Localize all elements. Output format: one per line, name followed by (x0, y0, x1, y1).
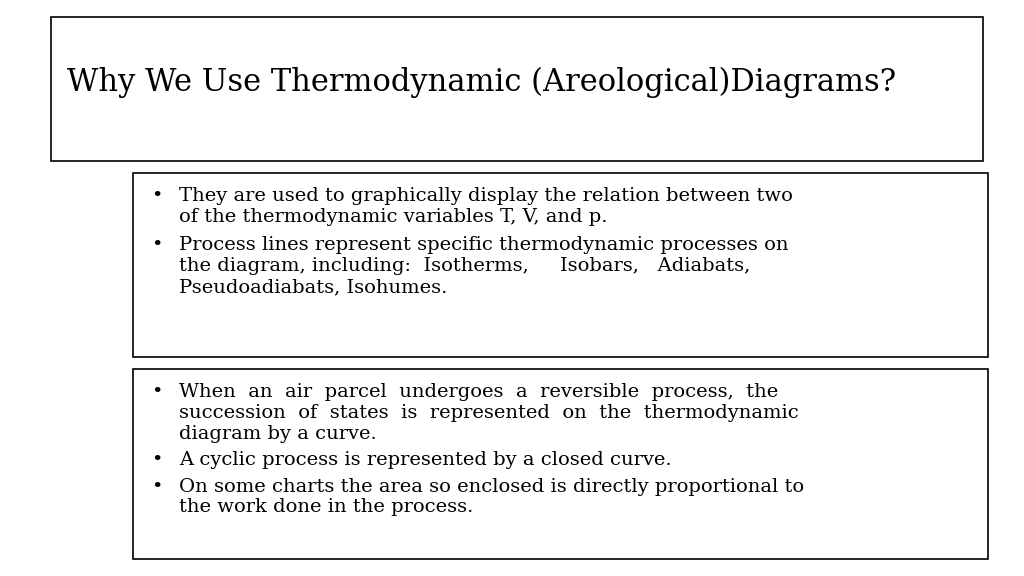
Text: They are used to graphically display the relation between two
of the thermodynam: They are used to graphically display the… (179, 187, 793, 226)
Text: •: • (152, 187, 163, 205)
FancyBboxPatch shape (51, 17, 983, 161)
Text: Process lines represent specific thermodynamic processes on
the diagram, includi: Process lines represent specific thermod… (179, 236, 788, 296)
Text: •: • (152, 236, 163, 255)
Text: •: • (152, 451, 163, 469)
Text: •: • (152, 383, 163, 401)
Text: Why We Use Thermodynamic (Areological)Diagrams?: Why We Use Thermodynamic (Areological)Di… (67, 66, 896, 98)
Text: When  an  air  parcel  undergoes  a  reversible  process,  the
succession  of  s: When an air parcel undergoes a reversibl… (179, 383, 799, 442)
FancyBboxPatch shape (133, 173, 988, 357)
Text: On some charts the area so enclosed is directly proportional to
the work done in: On some charts the area so enclosed is d… (179, 478, 804, 516)
FancyBboxPatch shape (133, 369, 988, 559)
Text: •: • (152, 478, 163, 495)
Text: A cyclic process is represented by a closed curve.: A cyclic process is represented by a clo… (179, 451, 672, 469)
